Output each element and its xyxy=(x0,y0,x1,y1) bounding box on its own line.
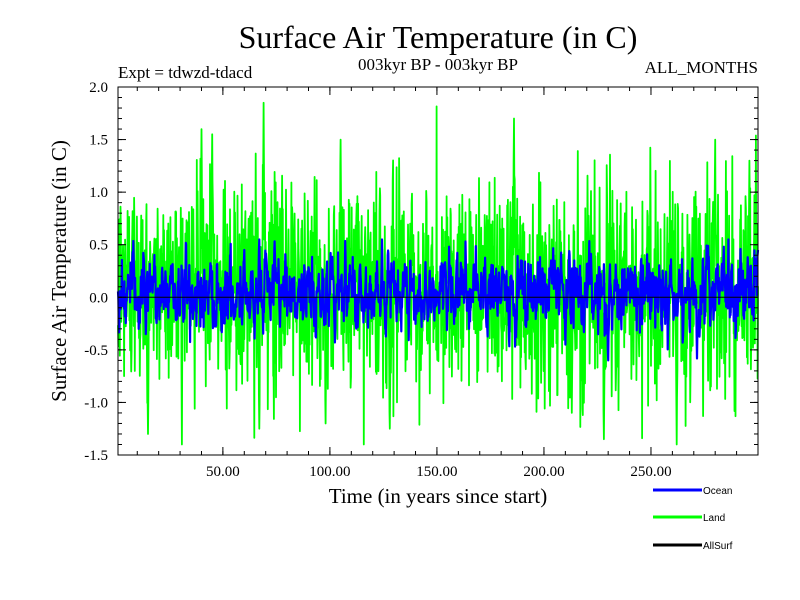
x-tick-label: 200.00 xyxy=(523,464,564,480)
x-axis-ticks: 50.00 100.00 150.00 200.00 250.00 xyxy=(136,87,738,480)
legend: Ocean Land AllSurf xyxy=(653,486,733,552)
chart-title: Surface Air Temperature (in C) xyxy=(239,19,638,55)
y-tick-label: -1.0 xyxy=(84,395,108,411)
chart-subtitle-right: ALL_MONTHS xyxy=(645,58,758,77)
legend-label-allsurf: AllSurf xyxy=(703,541,733,552)
plot-frame xyxy=(117,86,759,456)
chart-subtitle-left: Expt = tdwzd-tdacd xyxy=(118,63,253,82)
y-tick-label: -0.5 xyxy=(84,343,108,359)
x-tick-label: 150.00 xyxy=(416,464,457,480)
plot-lines xyxy=(116,101,760,446)
y-tick-label: 1.0 xyxy=(89,185,108,201)
y-tick-label: -1.5 xyxy=(84,448,108,464)
series-line-ocean xyxy=(116,238,760,362)
x-tick-label: 100.00 xyxy=(309,464,350,480)
x-tick-label: 250.00 xyxy=(630,464,671,480)
x-tick-label: 50.00 xyxy=(206,464,240,480)
y-axis-label: Surface Air Temperature (in C) xyxy=(47,140,71,402)
y-tick-label: 2.0 xyxy=(89,80,108,96)
y-tick-label: 0.5 xyxy=(89,238,108,254)
x-axis-label: Time (in years since start) xyxy=(329,484,548,508)
y-axis-ticks: -1.5 -1.0 -0.5 0.0 0.5 1.0 1.5 2.0 xyxy=(84,80,758,464)
y-tick-label: 0.0 xyxy=(89,290,108,306)
legend-label-ocean: Ocean xyxy=(703,486,732,497)
legend-label-land: Land xyxy=(703,513,725,524)
chart-subtitle-center: 003kyr BP - 003kyr BP xyxy=(358,55,518,74)
y-tick-label: 1.5 xyxy=(89,133,108,149)
